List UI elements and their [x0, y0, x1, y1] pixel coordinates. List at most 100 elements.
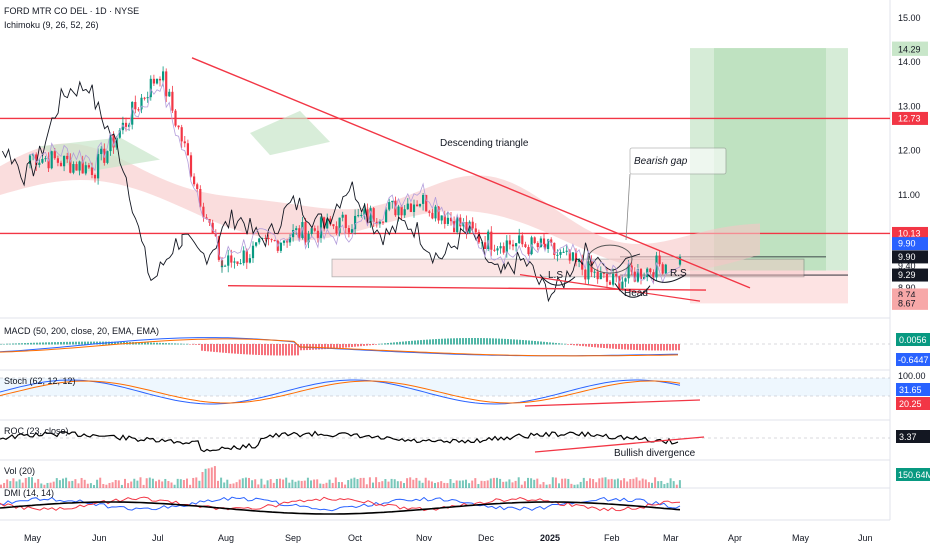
volume-bar-160	[496, 477, 498, 488]
price-tag-2: 12.73	[898, 113, 921, 123]
macd-hist-8	[24, 343, 26, 345]
volume-bar-174	[539, 484, 542, 488]
macd-hist-24	[72, 341, 74, 345]
macd-hist-93	[279, 344, 281, 356]
macd-hist-223	[669, 344, 671, 351]
volume-bar-71	[220, 477, 223, 488]
volume-bar-114	[353, 477, 356, 488]
candle-199	[639, 268, 643, 279]
volume-bar-184	[570, 483, 573, 488]
macd-hist-51	[153, 342, 155, 345]
volume-bar-140	[434, 482, 436, 488]
macd-hist-129	[387, 343, 389, 345]
macd-hist-206	[618, 344, 620, 350]
candle-205	[658, 255, 661, 265]
volume-bar-119	[368, 477, 371, 488]
volume-bar-31	[96, 479, 99, 488]
candle-70	[242, 250, 245, 264]
candle-117	[388, 202, 391, 210]
macd-hist-123	[369, 344, 371, 346]
volume-bar-185	[573, 484, 576, 488]
candle-156	[508, 240, 511, 245]
volume-bar-79	[244, 477, 247, 488]
macd-hist-67	[201, 344, 203, 351]
volume-bar-0	[0, 484, 2, 488]
candle-21	[93, 174, 97, 179]
volume-bar-212	[657, 481, 660, 488]
candle-188	[605, 273, 609, 282]
candle-74	[255, 242, 258, 246]
volume-bar-164	[508, 479, 511, 488]
volume-bar-7	[21, 482, 24, 488]
macd-hist-177	[531, 340, 533, 345]
volume-bar-208	[644, 479, 647, 488]
macd-hist-189	[567, 344, 569, 345]
macd-hist-164	[492, 338, 494, 345]
dmi-minus-line	[0, 496, 681, 512]
volume-bar-206	[638, 480, 641, 488]
volume-bar-163	[505, 481, 508, 488]
volume-bar-82	[254, 479, 257, 488]
candle-17	[81, 161, 84, 174]
right-shoulder-arc	[647, 274, 687, 283]
macd-hist-135	[405, 341, 407, 345]
macd-hist-201	[603, 344, 605, 349]
volume-bar-170	[527, 477, 529, 488]
volume-bar-36	[111, 482, 114, 488]
macd-hist-144	[432, 339, 434, 345]
roc-divergence-line	[534, 436, 705, 453]
candle-197	[633, 271, 636, 282]
macd-hist-40	[120, 341, 122, 345]
macd-hist-95	[285, 344, 287, 356]
volume-bar-178	[551, 477, 554, 488]
volume-bar-186	[576, 484, 579, 488]
volume-bar-113	[350, 478, 353, 488]
macd-hist-61	[183, 343, 185, 345]
macd-hist-88	[264, 344, 266, 356]
macd-hist-29	[87, 341, 89, 345]
volume-bar-99	[306, 477, 309, 488]
price-tag-1: 14.29	[898, 44, 921, 54]
candle-137	[449, 217, 453, 222]
candle-85	[288, 237, 292, 243]
macd-hist-109	[327, 344, 329, 349]
candle-27	[112, 135, 115, 148]
macd-hist-217	[651, 344, 653, 351]
macd-hist-171	[513, 339, 515, 345]
candle-171	[553, 242, 556, 255]
volume-bar-88	[272, 482, 275, 488]
volume-bar-103	[319, 483, 322, 488]
candle-208	[678, 256, 682, 265]
candle-4	[41, 158, 44, 163]
candle-173	[559, 252, 562, 255]
candle-99	[332, 224, 335, 227]
volume-bar-56	[173, 484, 176, 488]
macd-hist-65	[195, 344, 197, 345]
candle-89	[301, 222, 304, 238]
macd-hist-92	[276, 344, 278, 356]
volume-bar-4	[12, 478, 15, 488]
volume-bar-125	[387, 481, 390, 488]
candle-151	[493, 249, 496, 251]
volume-bar-50	[155, 481, 157, 488]
candle-97	[326, 218, 329, 229]
volume-bar-143	[443, 482, 446, 488]
volume-bar-80	[248, 477, 250, 488]
candle-200	[643, 277, 646, 279]
macd-hist-138	[414, 340, 416, 345]
candle-69	[239, 263, 242, 265]
volume-bar-107	[331, 482, 334, 488]
candle-132	[434, 206, 437, 219]
volume-bar-194	[601, 477, 604, 488]
volume-bar-89	[275, 478, 278, 488]
volume-bar-182	[564, 478, 567, 488]
macd-hist-105	[315, 344, 317, 350]
candle-94	[316, 230, 319, 238]
candle-73	[251, 245, 255, 259]
volume-bar-20	[62, 478, 64, 488]
macd-hist-6	[18, 343, 20, 345]
volume-bar-168	[520, 484, 523, 488]
candle-52	[189, 155, 193, 177]
macd-hist-191	[573, 344, 575, 346]
